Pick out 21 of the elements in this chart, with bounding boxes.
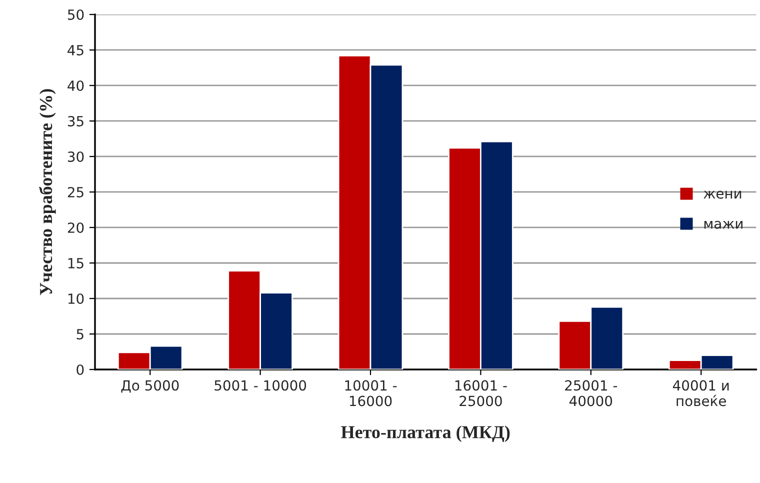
x-tick-label: До 5000 [121,380,179,393]
x-tick-label: 10001 - 16000 [345,380,397,406]
x-tick-label: 16001 - 25000 [455,380,507,406]
y-tick-label: 15 [68,258,84,268]
x-tick-label: 25001 - 40000 [565,380,618,406]
y-tick-label: 30 [68,151,84,162]
y-tick-label: 0 [76,364,84,375]
y-tick-label: 5 [76,329,84,340]
y-tick-label: 35 [68,116,84,126]
legend-label: жени [704,190,742,199]
y-tick-label: 10 [68,293,84,304]
y-tick-label: 25 [68,186,84,198]
x-axis-title: Нето-платата (МКД) [341,426,510,442]
legend-label: мажи [704,220,742,229]
y-tick-label: 50 [68,9,84,20]
x-tick-label: 40001 и повеќе [672,380,729,406]
y-tick-label: 45 [68,45,84,56]
y-tick-label: 40 [68,80,84,91]
y-axis-title: Учество вработените (%) [39,89,56,296]
x-tick-label: 5001 - 10000 [214,380,306,391]
y-tick-label: 20 [68,222,84,233]
